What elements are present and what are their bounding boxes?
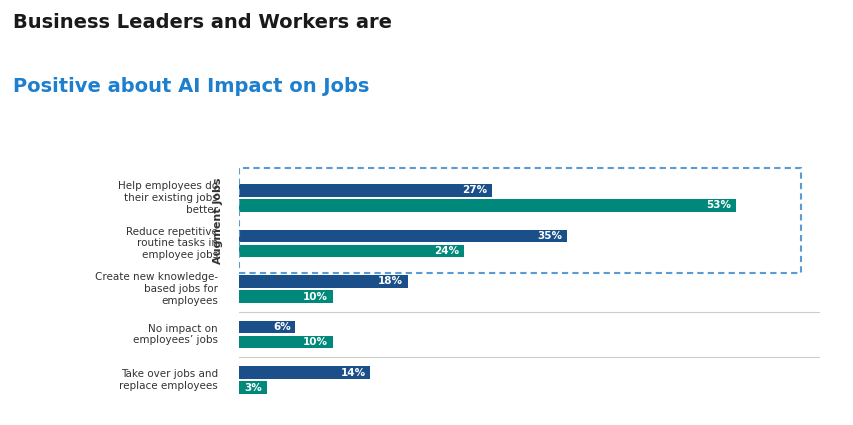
Text: Business Leaders and Workers are: Business Leaders and Workers are: [13, 13, 392, 32]
Text: Reduce repetitive
routine tasks in
employee jobs: Reduce repetitive routine tasks in emplo…: [125, 227, 218, 260]
Bar: [239, 290, 333, 303]
Text: 10%: 10%: [303, 337, 328, 347]
Text: Positive about AI Impact on Jobs: Positive about AI Impact on Jobs: [13, 76, 368, 96]
Text: 24%: 24%: [433, 246, 459, 256]
Text: Help employees do
their existing jobs
better: Help employees do their existing jobs be…: [118, 181, 218, 215]
Text: 6%: 6%: [273, 322, 290, 332]
Bar: [239, 245, 463, 258]
Text: Take over jobs and
replace employees: Take over jobs and replace employees: [119, 369, 218, 391]
Text: 27%: 27%: [461, 185, 487, 196]
Text: 18%: 18%: [378, 277, 403, 286]
Text: Augment Jobs: Augment Jobs: [212, 178, 223, 264]
Bar: [239, 184, 491, 197]
Text: 53%: 53%: [705, 201, 730, 210]
Text: 10%: 10%: [303, 292, 328, 301]
Bar: [239, 199, 734, 212]
Bar: [239, 381, 267, 394]
Text: 35%: 35%: [537, 231, 561, 241]
Text: 3%: 3%: [245, 382, 262, 393]
Bar: [239, 230, 566, 242]
Bar: [239, 366, 370, 379]
Bar: [239, 320, 295, 333]
Bar: [239, 275, 407, 288]
Text: Create new knowledge-
based jobs for
employees: Create new knowledge- based jobs for emp…: [95, 272, 218, 306]
Text: 14%: 14%: [340, 368, 365, 377]
Text: No impact on
employees’ jobs: No impact on employees’ jobs: [132, 324, 218, 346]
Bar: [239, 336, 333, 348]
